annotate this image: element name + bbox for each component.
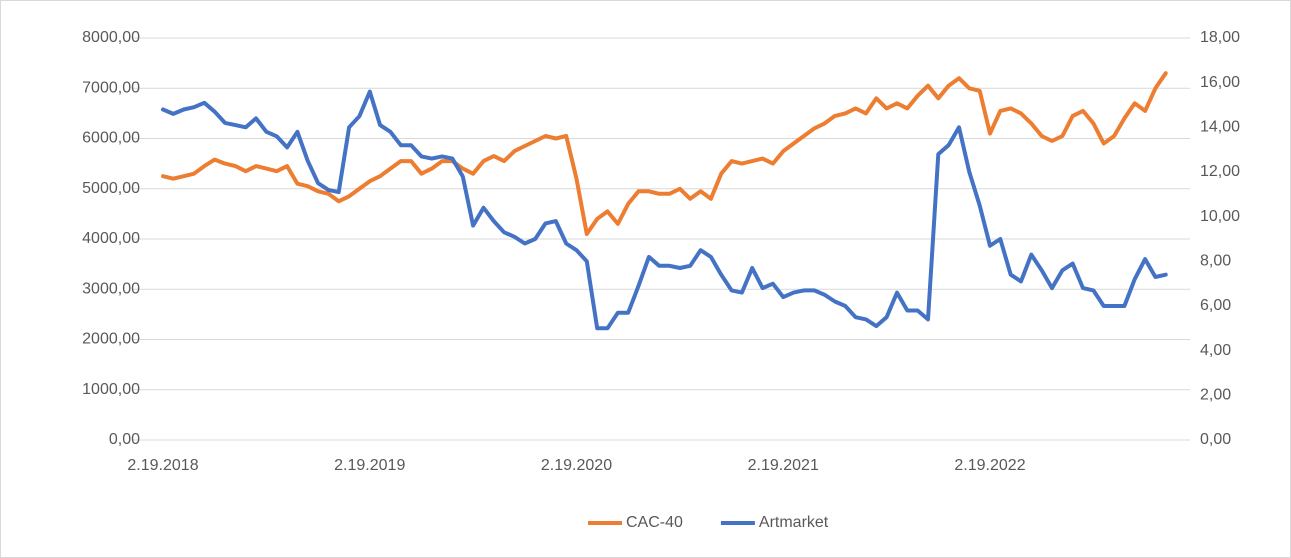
x-tick-label: 2.19.2018 — [127, 457, 198, 474]
legend-label: Artmarket — [759, 514, 829, 531]
y-tick-label: 7000,00 — [82, 79, 140, 96]
y-tick-label: 6000,00 — [82, 130, 140, 147]
series-line — [161, 71, 1168, 236]
y-tick-label: 8000,00 — [82, 29, 140, 46]
series-line — [161, 89, 1168, 331]
y2-tick-label: 8,00 — [1200, 253, 1231, 270]
y2-tick-label: 14,00 — [1200, 119, 1240, 136]
x-tick-label: 2.19.2020 — [541, 457, 612, 474]
y2-tick-label: 12,00 — [1200, 163, 1240, 180]
x-tick-label: 2.19.2019 — [334, 457, 405, 474]
y2-tick-label: 18,00 — [1200, 29, 1240, 46]
y-tick-label: 5000,00 — [82, 180, 140, 197]
y2-tick-label: 4,00 — [1200, 342, 1231, 359]
y2-tick-label: 6,00 — [1200, 297, 1231, 314]
y-tick-label: 1000,00 — [82, 381, 140, 398]
y2-tick-label: 10,00 — [1200, 208, 1240, 225]
y2-tick-label: 0,00 — [1200, 431, 1231, 448]
y-tick-label: 0,00 — [109, 431, 140, 448]
y2-tick-label: 2,00 — [1200, 387, 1231, 404]
legend-label: CAC-40 — [626, 514, 683, 531]
x-tick-label: 2.19.2022 — [954, 457, 1025, 474]
y-tick-label: 2000,00 — [82, 331, 140, 348]
y-tick-label: 4000,00 — [82, 230, 140, 247]
y-tick-label: 3000,00 — [82, 280, 140, 297]
x-tick-label: 2.19.2021 — [748, 457, 819, 474]
y2-tick-label: 16,00 — [1200, 74, 1240, 91]
